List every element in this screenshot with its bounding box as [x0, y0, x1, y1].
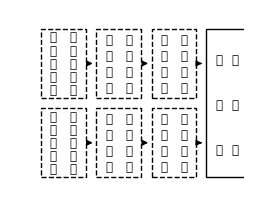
Text: 电: 电	[105, 50, 112, 63]
Text: 路: 路	[180, 161, 187, 174]
Text: 电: 电	[161, 161, 168, 174]
Text: 备: 备	[161, 113, 168, 126]
Text: 压: 压	[69, 71, 76, 84]
Text: 源: 源	[69, 45, 76, 58]
Text: 流: 流	[125, 66, 132, 79]
Text: 容: 容	[69, 137, 76, 150]
Text: 用: 用	[125, 33, 132, 47]
Bar	[96, 29, 141, 98]
Text: 源: 源	[180, 129, 187, 142]
Text: 降: 降	[50, 150, 57, 163]
Text: 源: 源	[125, 129, 132, 142]
Text: 常: 常	[50, 31, 57, 45]
Text: 电: 电	[50, 45, 57, 58]
Text: 电: 电	[50, 124, 57, 137]
Text: 用: 用	[125, 113, 132, 126]
Text: 路: 路	[69, 163, 76, 176]
Text: 路: 路	[125, 161, 132, 174]
Text: 常: 常	[105, 33, 112, 47]
Text: 降: 降	[50, 71, 57, 84]
Text: 流: 流	[125, 145, 132, 158]
Text: 电: 电	[161, 129, 168, 142]
Text: 整: 整	[105, 145, 112, 158]
Text: 路: 路	[69, 84, 76, 97]
Text: 源: 源	[180, 50, 187, 63]
Text: 源: 源	[231, 54, 238, 67]
Text: 隔: 隔	[161, 145, 168, 158]
Text: 电: 电	[105, 82, 112, 95]
Text: 源: 源	[125, 50, 132, 63]
Bar	[152, 108, 196, 177]
Text: 压: 压	[69, 150, 76, 163]
Bar	[41, 29, 85, 98]
Text: 电: 电	[215, 54, 222, 67]
Text: 用: 用	[69, 31, 76, 45]
Text: 离: 离	[180, 145, 187, 158]
Text: 电: 电	[105, 161, 112, 174]
Text: 隔: 隔	[161, 66, 168, 79]
Text: 电: 电	[105, 129, 112, 142]
Text: 电: 电	[161, 50, 168, 63]
Text: 压: 压	[231, 99, 238, 112]
Bar	[41, 108, 85, 177]
Text: 电: 电	[50, 58, 57, 71]
Text: 用: 用	[69, 111, 76, 124]
Text: 备: 备	[50, 111, 57, 124]
Text: 整: 整	[105, 66, 112, 79]
Text: 电: 电	[50, 84, 57, 97]
Text: 备: 备	[105, 113, 112, 126]
Text: 容: 容	[69, 58, 76, 71]
Text: 稳: 稳	[215, 99, 222, 112]
Text: 路: 路	[125, 82, 132, 95]
Text: 路: 路	[231, 144, 238, 157]
Text: 电: 电	[50, 137, 57, 150]
Text: 常: 常	[161, 33, 168, 47]
Bar	[206, 29, 246, 177]
Text: 电: 电	[215, 144, 222, 157]
Text: 用: 用	[180, 113, 187, 126]
Text: 电: 电	[161, 82, 168, 95]
Bar	[152, 29, 196, 98]
Text: 用: 用	[180, 33, 187, 47]
Text: 电: 电	[50, 163, 57, 176]
Text: 离: 离	[180, 66, 187, 79]
Text: 路: 路	[180, 82, 187, 95]
Text: 源: 源	[69, 124, 76, 137]
Bar	[96, 108, 141, 177]
